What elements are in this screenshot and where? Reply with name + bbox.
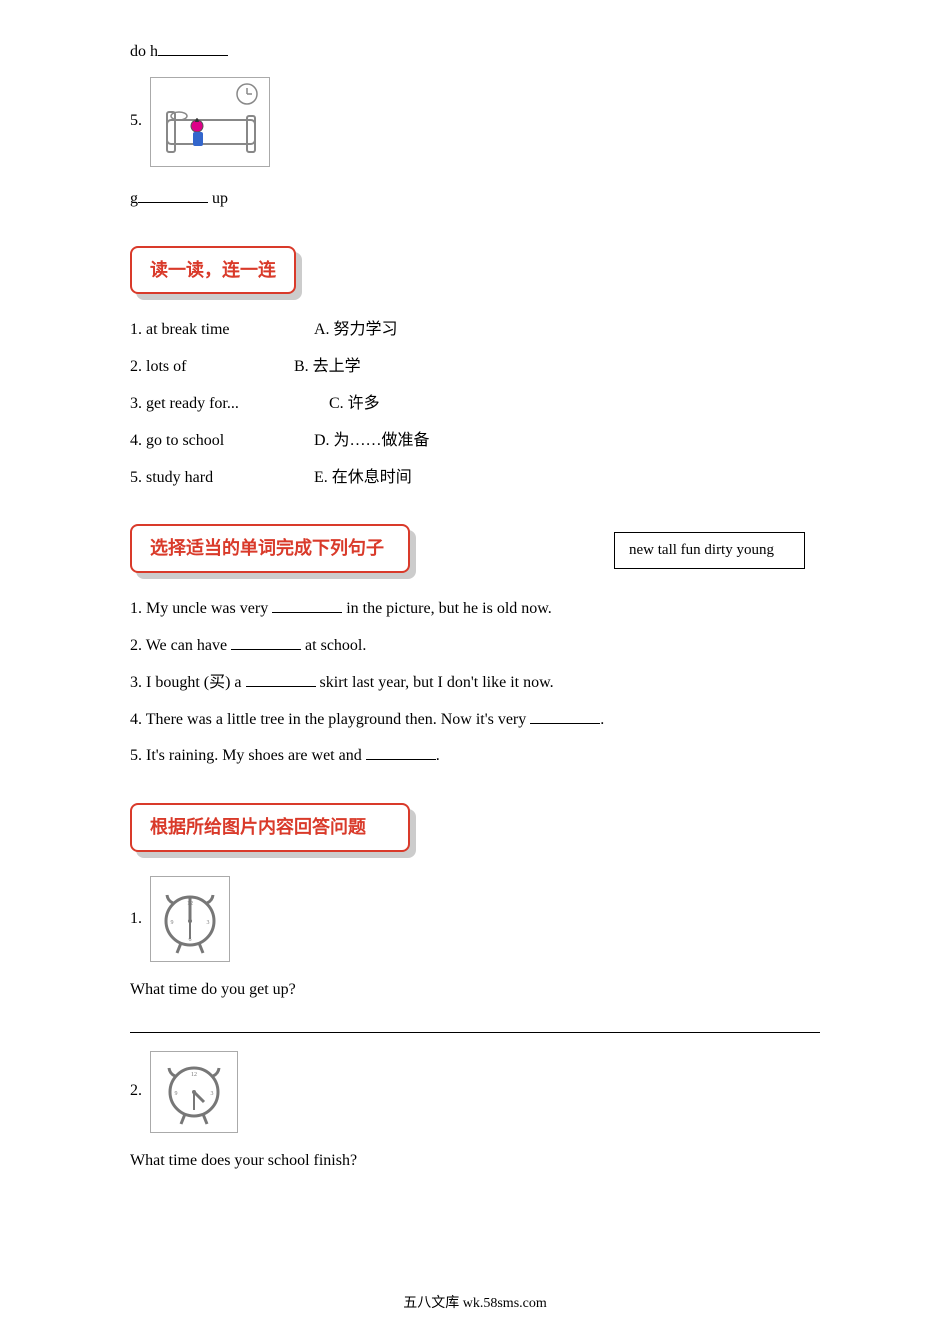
word-bank: new tall fun dirty young (614, 532, 805, 569)
header-box: 根据所给图片内容回答问题 (130, 803, 410, 852)
qa-item-1: 1. 12 3 6 9 (130, 876, 820, 962)
clock-image-box: 12 3 6 9 (150, 876, 230, 962)
section-match-header: 读一读，连一连 (130, 246, 296, 295)
clock-image-box: 12 3 9 (150, 1051, 238, 1133)
section-fill-header: 选择适当的单词完成下列句子 (130, 524, 410, 573)
fill-sentence-3: 3. I bought (买) a skirt last year, but I… (130, 669, 820, 698)
match-row: 2. lots of B. 去上学 (130, 353, 820, 382)
match-right: D. 为……做准备 (314, 427, 430, 456)
match-list: 1. at break time A. 努力学习 2. lots of B. 去… (130, 316, 820, 492)
homework-line: do h (130, 38, 820, 67)
match-row: 4. go to school D. 为……做准备 (130, 427, 820, 456)
page-footer: 五八文库 wk.58sms.com (0, 1291, 950, 1316)
fill-sentence-1: 1. My uncle was very in the picture, but… (130, 595, 820, 624)
qa1-number: 1. (130, 905, 142, 934)
fill-sentence-2: 2. We can have at school. (130, 632, 820, 661)
blank[interactable] (272, 597, 342, 613)
sentence-pre: 1. My uncle was very (130, 600, 272, 617)
blank[interactable] (530, 708, 600, 724)
sentence-post: in the picture, but he is old now. (342, 600, 552, 617)
blank[interactable] (138, 187, 208, 203)
sentence-pre: 3. I bought (买) a (130, 674, 246, 691)
svg-text:9: 9 (171, 920, 174, 926)
homework-prefix: do h (130, 43, 158, 60)
match-left: 1. at break time (130, 316, 310, 345)
section-qa-header: 根据所给图片内容回答问题 (130, 803, 410, 852)
qa1-question: What time do you get up? (130, 976, 820, 1005)
match-right: C. 许多 (329, 390, 380, 419)
clock-430-image: 12 3 9 (155, 1056, 233, 1128)
fill-sentence-5: 5. It's raining. My shoes are wet and . (130, 742, 820, 771)
item-5-number: 5. (130, 107, 142, 136)
getup-prefix: g (130, 190, 138, 207)
sentence-pre: 5. It's raining. My shoes are wet and (130, 747, 366, 764)
match-row: 3. get ready for... C. 许多 (130, 390, 820, 419)
match-row: 5. study hard E. 在休息时间 (130, 464, 820, 493)
blank[interactable] (246, 671, 316, 687)
blank[interactable] (158, 40, 228, 56)
bed-image-box (150, 77, 270, 167)
match-left: 5. study hard (130, 464, 310, 493)
sentence-pre: 2. We can have (130, 637, 231, 654)
sentence-pre: 4. There was a little tree in the playgr… (130, 711, 530, 728)
qa2-number: 2. (130, 1077, 142, 1106)
match-row: 1. at break time A. 努力学习 (130, 316, 820, 345)
getup-suffix: up (208, 190, 228, 207)
match-right: A. 努力学习 (314, 316, 398, 345)
sentence-post: . (600, 711, 604, 728)
match-left: 2. lots of (130, 353, 290, 382)
qa2-question: What time does your school finish? (130, 1147, 820, 1176)
match-right: B. 去上学 (294, 353, 361, 382)
blank[interactable] (366, 744, 436, 760)
fill-sentence-4: 4. There was a little tree in the playgr… (130, 706, 820, 735)
sentence-post: skirt last year, but I don't like it now… (316, 674, 554, 691)
getup-line: g up (130, 185, 820, 214)
svg-text:3: 3 (207, 920, 210, 926)
sentence-post: at school. (301, 637, 366, 654)
svg-text:12: 12 (187, 901, 193, 907)
svg-text:12: 12 (191, 1072, 197, 1078)
header-box: 选择适当的单词完成下列句子 (130, 524, 410, 573)
item-5: 5. (130, 77, 820, 167)
section-fill-title: 选择适当的单词完成下列句子 (150, 538, 384, 558)
match-left: 4. go to school (130, 427, 310, 456)
sentence-post: . (436, 747, 440, 764)
qa-item-2: 2. 12 3 9 (130, 1051, 820, 1133)
match-left: 3. get ready for... (130, 390, 325, 419)
svg-text:3: 3 (211, 1091, 214, 1097)
section-qa-title: 根据所给图片内容回答问题 (150, 817, 366, 837)
blank[interactable] (231, 634, 301, 650)
svg-text:9: 9 (175, 1091, 178, 1097)
section-match-title: 读一读，连一连 (150, 260, 276, 280)
clock-6-image: 12 3 6 9 (155, 881, 225, 957)
bed-image (155, 82, 265, 162)
svg-text:6: 6 (189, 937, 192, 943)
qa1-answer-line[interactable] (130, 1017, 820, 1033)
header-box: 读一读，连一连 (130, 246, 296, 295)
match-right: E. 在休息时间 (314, 464, 412, 493)
